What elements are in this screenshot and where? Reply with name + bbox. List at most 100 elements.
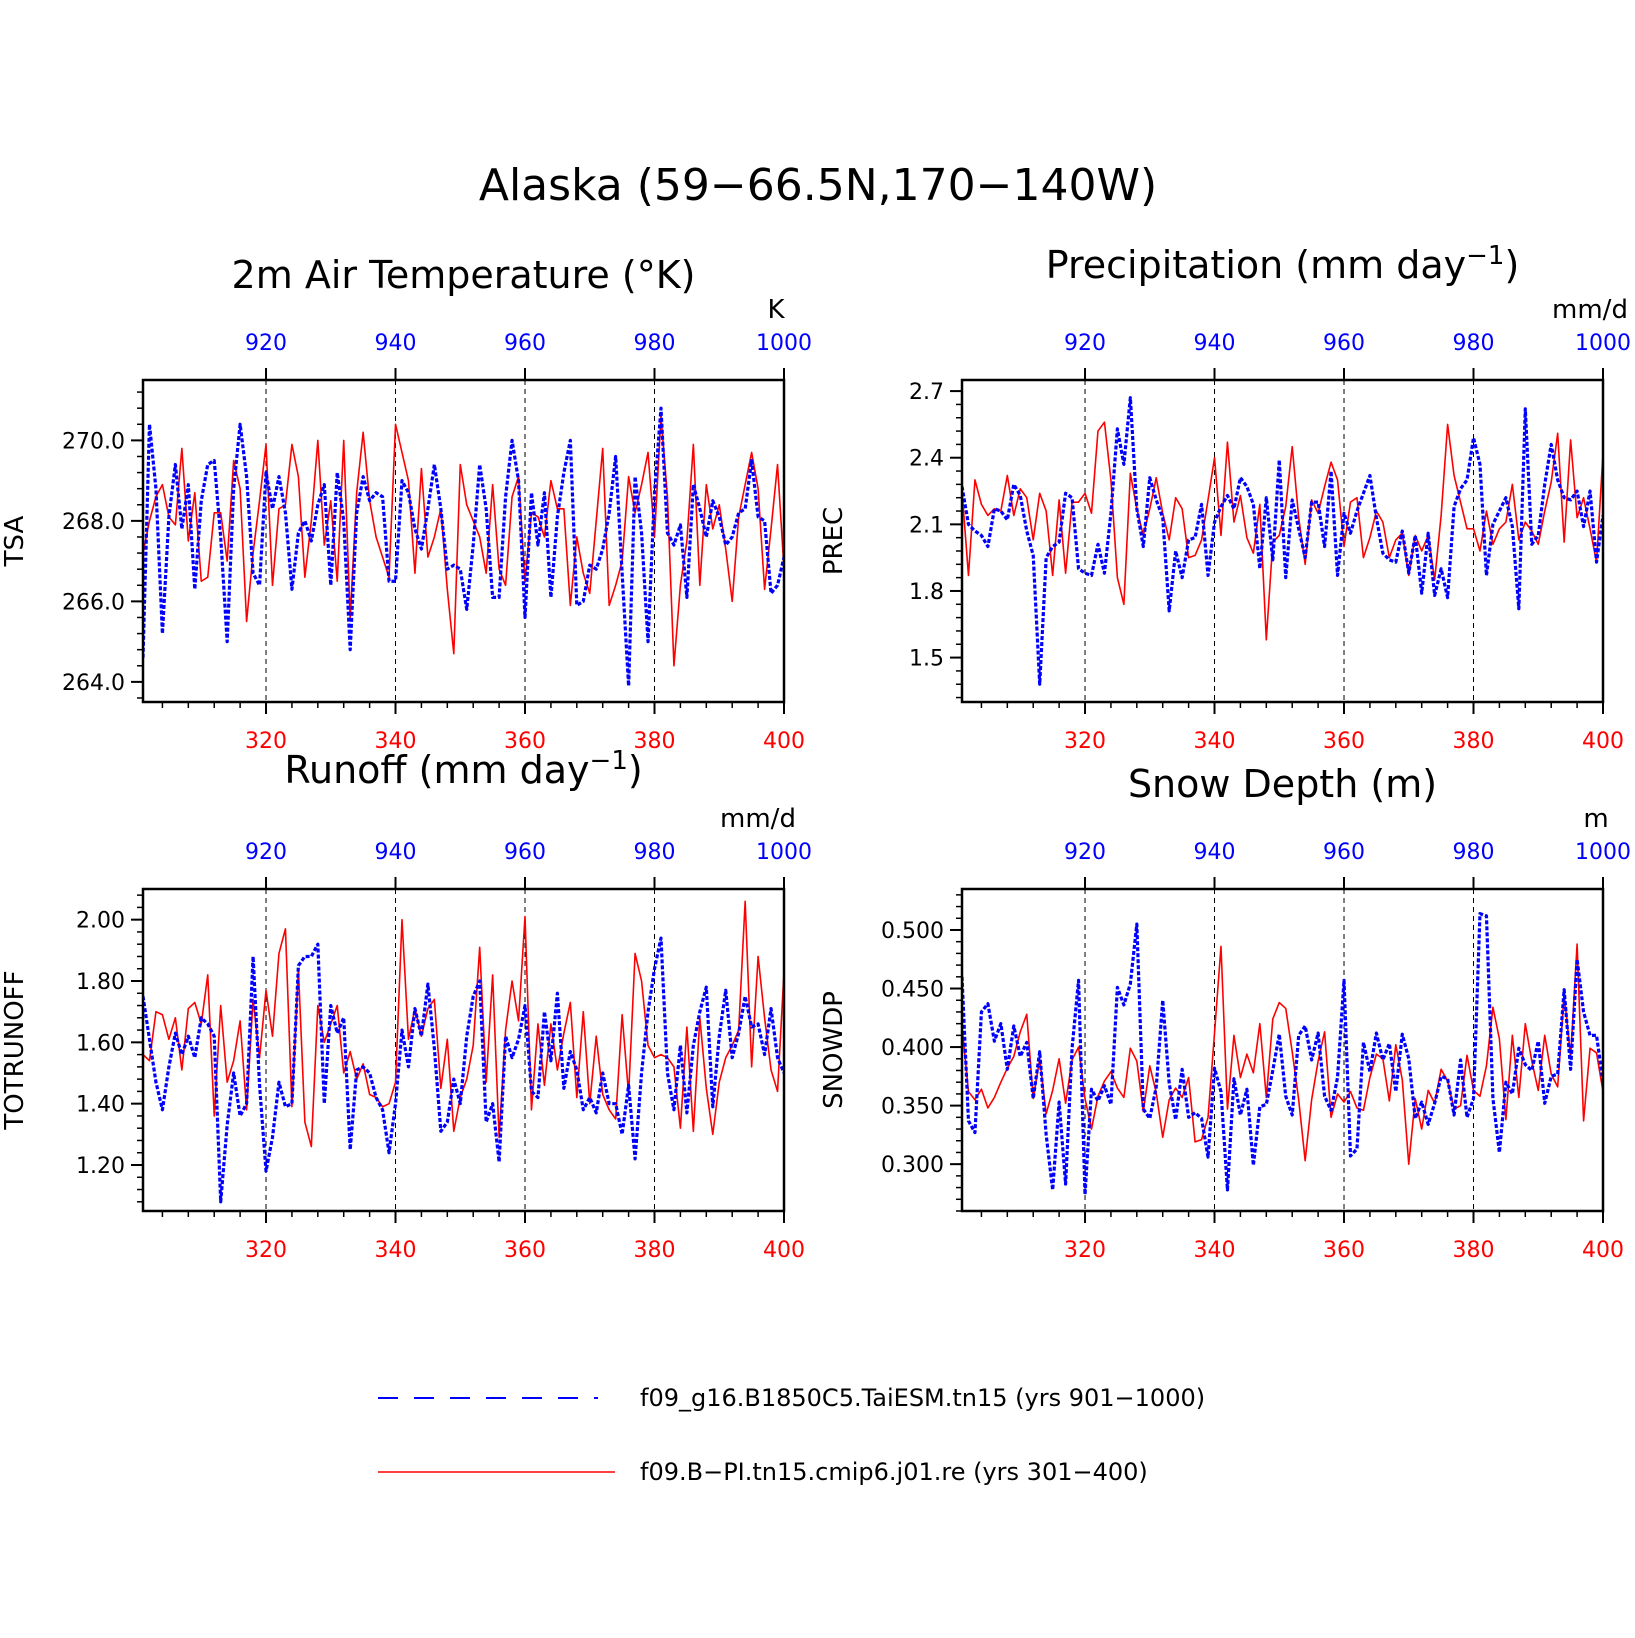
panel-title-precipitation-superscript: −1	[1466, 241, 1504, 271]
y-tick-label-snow-depth: 0.400	[881, 1036, 944, 1061]
y-axis-label-snow-depth: SNOWDP	[819, 991, 849, 1109]
x-bottom-tick-label-air-temperature: 340	[375, 729, 417, 754]
y-tick-label-precipitation: 1.8	[909, 580, 944, 605]
x-top-tick-label-snow-depth: 920	[1064, 840, 1106, 865]
x-bottom-tick-label-snow-depth: 400	[1582, 1238, 1624, 1263]
y-tick-label-snow-depth: 0.350	[881, 1095, 944, 1120]
x-bottom-tick-label-snow-depth: 320	[1064, 1238, 1106, 1263]
x-top-tick-label-snow-depth: 940	[1194, 840, 1236, 865]
panel-title-runoff: Runoff (mm day−1)	[284, 746, 642, 792]
legend: f09_g16.B1850C5.TaiESM.tn15 (yrs 901−100…	[378, 1384, 1205, 1486]
plot-frame-precipitation	[960, 378, 1605, 704]
x-bottom-tick-label-precipitation: 340	[1194, 729, 1236, 754]
x-bottom-tick-label-snow-depth: 380	[1453, 1238, 1495, 1263]
figure-title: Alaska (59−66.5N,170−140W)	[479, 160, 1157, 211]
y-tick-label-runoff: 1.20	[76, 1154, 125, 1179]
x-top-tick-label-precipitation: 940	[1194, 331, 1236, 356]
y-tick-label-precipitation: 1.5	[909, 647, 944, 672]
x-bottom-tick-label-runoff: 400	[763, 1238, 805, 1263]
y-tick-label-runoff: 1.80	[76, 970, 125, 995]
x-bottom-tick-label-precipitation: 380	[1453, 729, 1495, 754]
y-axis-label-precipitation: PREC	[819, 507, 849, 575]
panel-title-precipitation-end: )	[1504, 243, 1519, 287]
y-tick-label-runoff: 2.00	[76, 909, 125, 934]
legend-label-red: f09.B−PI.tn15.cmip6.j01.re (yrs 301−400)	[640, 1458, 1148, 1486]
x-top-tick-label-snow-depth: 1000	[1575, 840, 1631, 865]
y-tick-label-air-temperature: 268.0	[62, 510, 125, 535]
x-bottom-tick-label-air-temperature: 320	[245, 729, 287, 754]
legend-label-blue: f09_g16.B1850C5.TaiESM.tn15 (yrs 901−100…	[640, 1384, 1205, 1412]
series-group-snow-depth	[962, 911, 1603, 1197]
plot-frame-air-temperature	[141, 378, 786, 704]
x-top-tick-label-runoff: 980	[634, 840, 676, 865]
x-top-tick-label-runoff: 1000	[756, 840, 812, 865]
x-bottom-tick-label-air-temperature: 400	[763, 729, 805, 754]
y-tick-label-air-temperature: 266.0	[62, 590, 125, 615]
x-bottom-tick-label-runoff: 320	[245, 1238, 287, 1263]
x-top-tick-label-precipitation: 960	[1323, 331, 1365, 356]
x-top-tick-label-snow-depth: 960	[1323, 840, 1365, 865]
plot-frame-runoff	[141, 887, 786, 1213]
x-bottom-tick-label-precipitation: 360	[1323, 729, 1365, 754]
x-bottom-tick-label-air-temperature: 360	[504, 729, 546, 754]
units-label-precipitation: mm/d	[1552, 295, 1628, 325]
series-group-air-temperature	[143, 406, 784, 688]
y-tick-label-snow-depth: 0.450	[881, 978, 944, 1003]
y-tick-label-snow-depth: 0.500	[881, 919, 944, 944]
x-bottom-tick-label-runoff: 380	[634, 1238, 676, 1263]
panel-title-runoff-superscript: −1	[590, 746, 628, 776]
series-blue-precipitation	[962, 396, 1603, 686]
panel-precipitation: Precipitation (mm day−1) mm/d PREC 1.5 1.8 2.…	[819, 241, 1631, 754]
x-bottom-tick-label-snow-depth: 360	[1323, 1238, 1365, 1263]
x-top-tick-label-runoff: 960	[504, 840, 546, 865]
panel-air-temperature: 2m Air Temperature (°K) K TSA 264.0 266.0 268…	[0, 253, 812, 754]
x-top-tick-label-precipitation: 1000	[1575, 331, 1631, 356]
y-tick-label-precipitation: 2.7	[909, 380, 944, 405]
y-axis-label-runoff: TOTRUNOFF	[0, 970, 30, 1130]
x-top-tick-label-snow-depth: 980	[1453, 840, 1495, 865]
series-group-precipitation	[962, 396, 1603, 686]
x-top-tick-label-air-temperature: 980	[634, 331, 676, 356]
x-bottom-tick-label-snow-depth: 340	[1194, 1238, 1236, 1263]
panel-title-runoff-main: Runoff (mm day	[284, 748, 589, 792]
series-group-runoff	[143, 900, 784, 1204]
series-blue-air-temperature	[143, 406, 784, 688]
x-top-tick-label-air-temperature: 1000	[756, 331, 812, 356]
y-tick-label-air-temperature: 264.0	[62, 671, 125, 696]
plot-frame-snow-depth	[960, 887, 1605, 1213]
series-red-snow-depth	[962, 943, 1603, 1165]
units-label-runoff: mm/d	[720, 804, 796, 834]
x-bottom-tick-label-precipitation: 400	[1582, 729, 1624, 754]
x-bottom-tick-label-air-temperature: 380	[634, 729, 676, 754]
y-axis-label-air-temperature: TSA	[0, 515, 30, 567]
x-bottom-tick-label-runoff: 340	[375, 1238, 417, 1263]
series-blue-snow-depth	[962, 911, 1603, 1197]
x-top-tick-label-air-temperature: 960	[504, 331, 546, 356]
panel-title-precipitation-main: Precipitation (mm day	[1046, 243, 1466, 287]
y-tick-label-runoff: 1.40	[76, 1093, 125, 1118]
x-top-tick-label-precipitation: 980	[1453, 331, 1495, 356]
panel-title-precipitation: Precipitation (mm day−1)	[1046, 241, 1520, 287]
x-bottom-tick-label-precipitation: 320	[1064, 729, 1106, 754]
x-top-tick-label-air-temperature: 940	[375, 331, 417, 356]
panel-title-air-temperature: 2m Air Temperature (°K)	[232, 253, 696, 297]
panel-title-runoff-end: )	[628, 748, 643, 792]
units-label-air-temperature: K	[767, 295, 785, 325]
y-tick-label-precipitation: 2.4	[909, 447, 944, 472]
y-tick-label-snow-depth: 0.300	[881, 1153, 944, 1178]
series-red-precipitation	[962, 421, 1603, 641]
units-label-snow-depth: m	[1583, 804, 1608, 834]
series-blue-runoff	[143, 936, 784, 1204]
y-tick-label-runoff: 1.60	[76, 1031, 125, 1056]
y-tick-label-air-temperature: 270.0	[62, 429, 125, 454]
panel-snow-depth: Snow Depth (m) m SNOWDP 0.300 0.350 0.400 0.45…	[819, 762, 1631, 1263]
y-tick-label-precipitation: 2.1	[909, 513, 944, 538]
x-top-tick-label-runoff: 920	[245, 840, 287, 865]
series-red-air-temperature	[143, 415, 784, 667]
x-top-tick-label-air-temperature: 920	[245, 331, 287, 356]
x-bottom-tick-label-runoff: 360	[504, 1238, 546, 1263]
panel-title-snow-depth: Snow Depth (m)	[1128, 762, 1437, 806]
x-top-tick-label-runoff: 940	[375, 840, 417, 865]
x-top-tick-label-precipitation: 920	[1064, 331, 1106, 356]
